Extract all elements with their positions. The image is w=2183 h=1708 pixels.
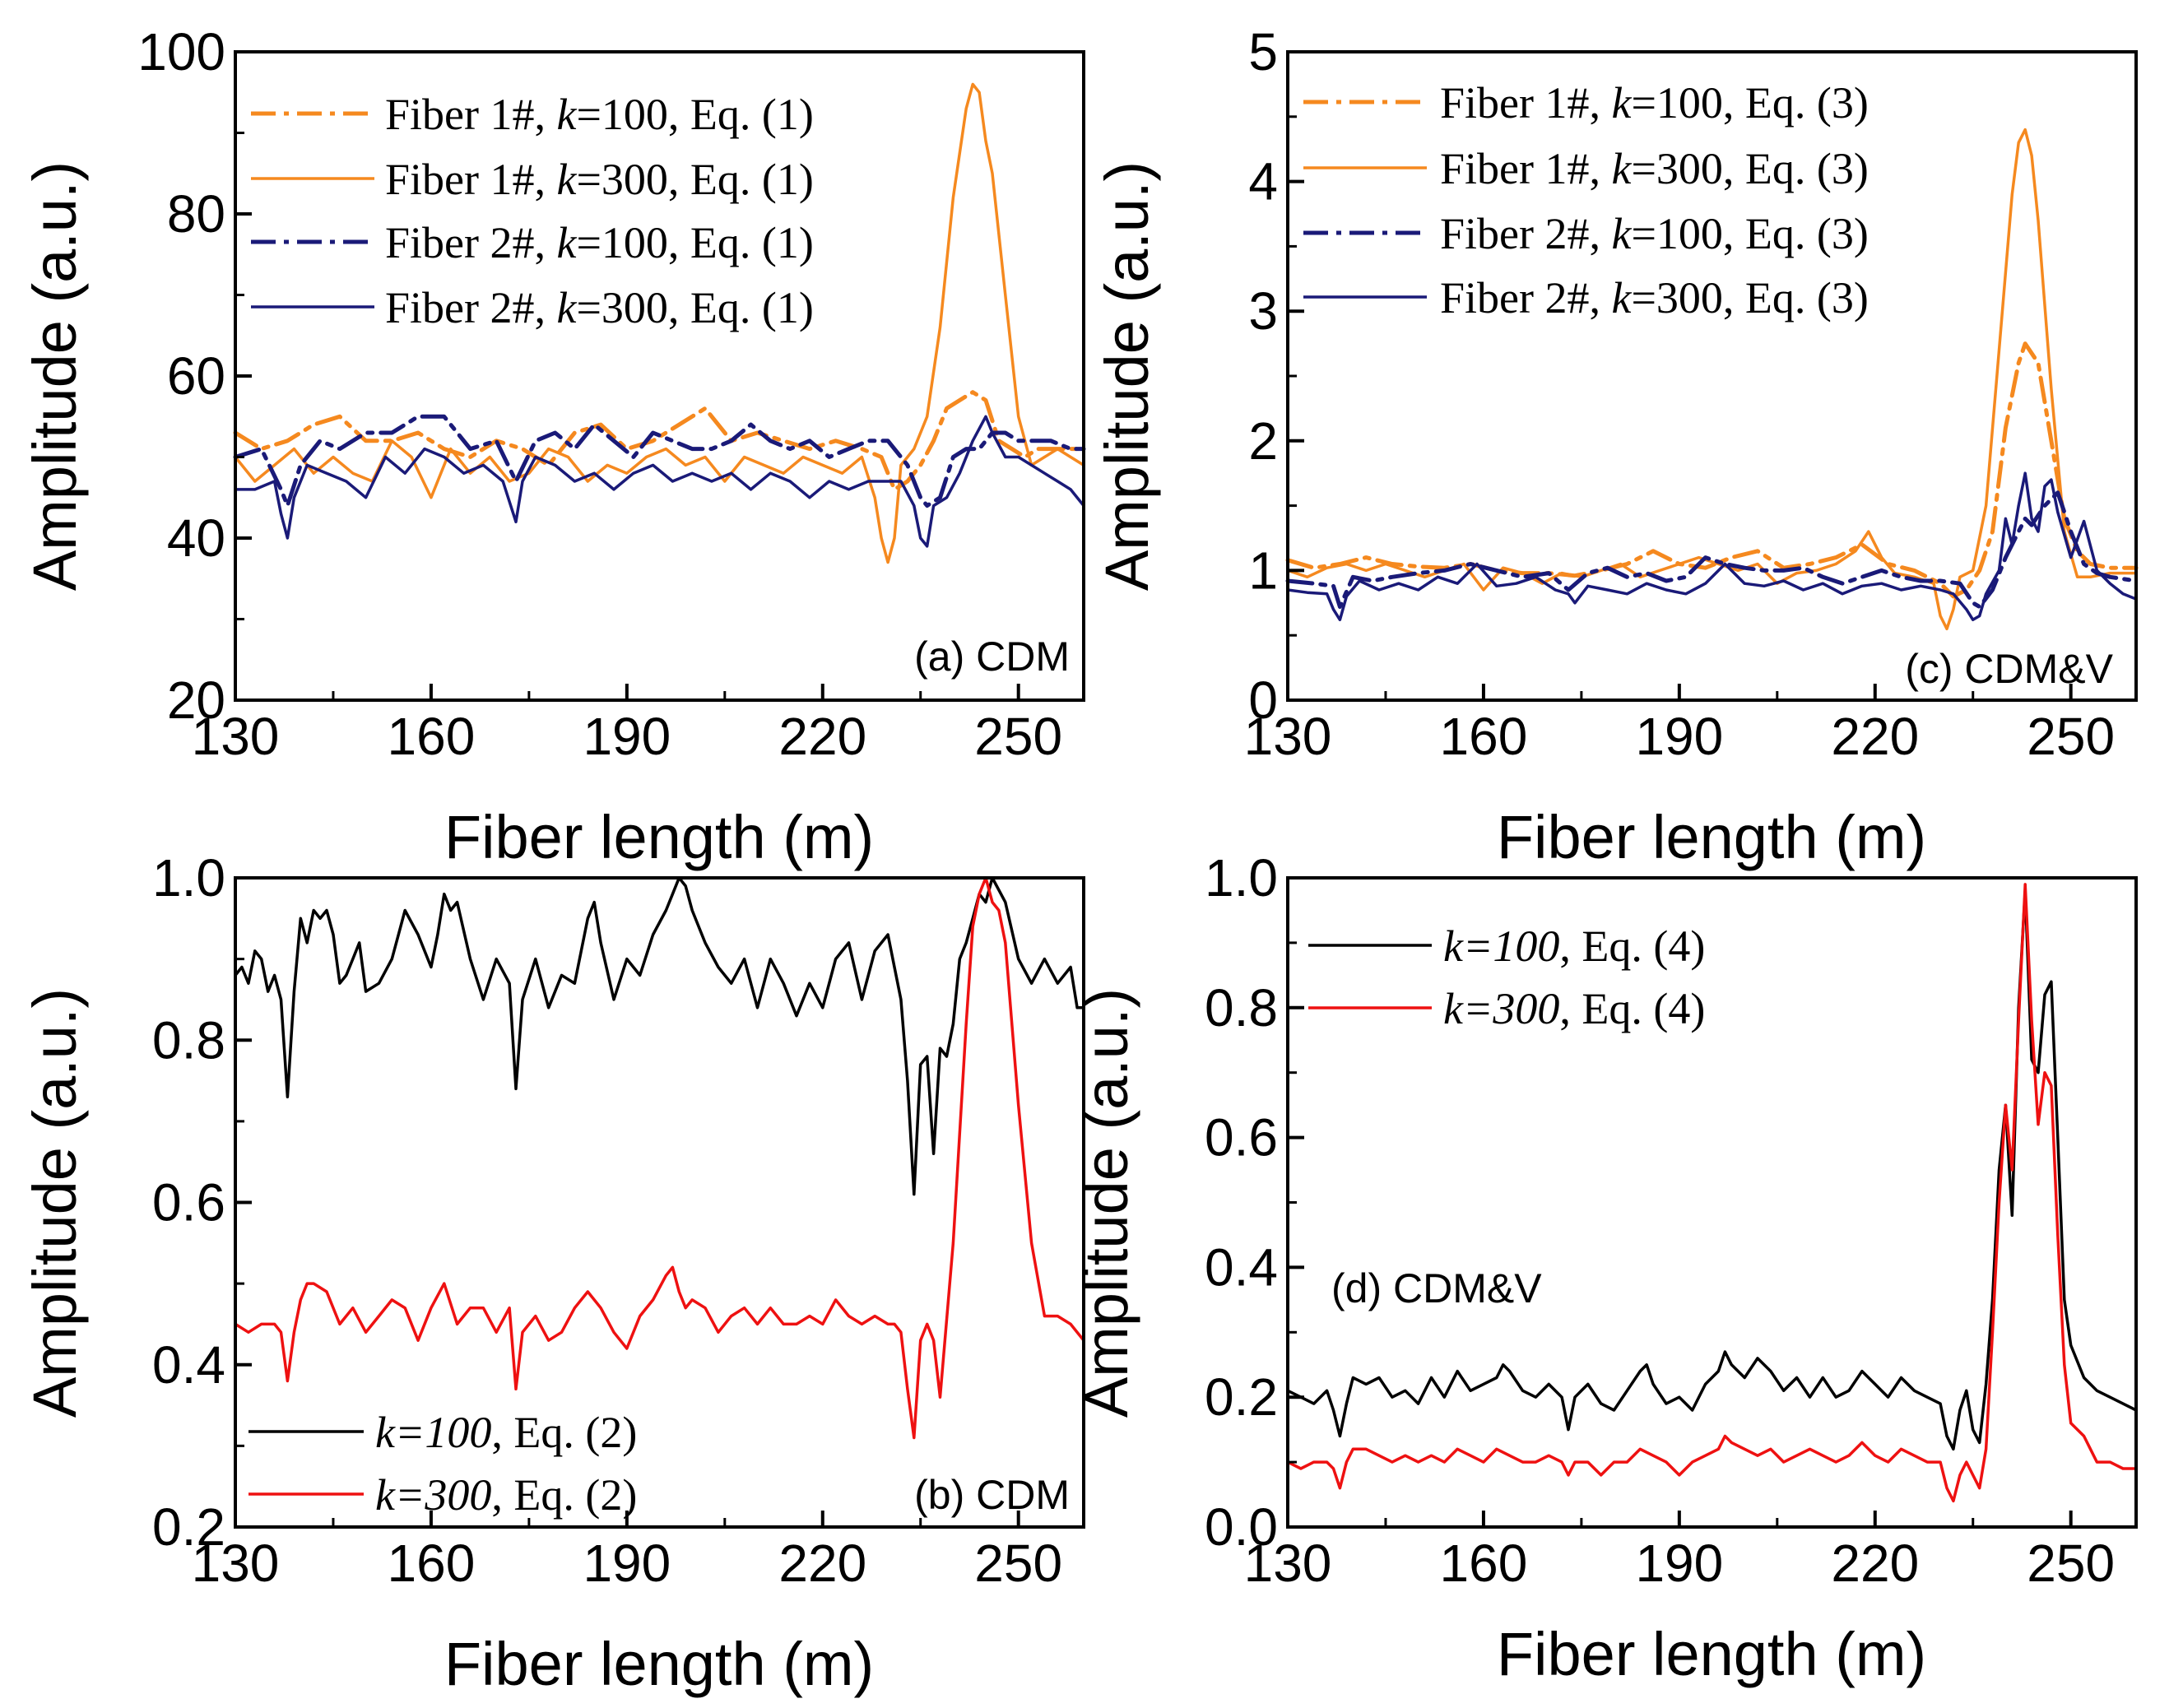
x-tick-label: 250 <box>2027 707 2115 766</box>
x-tick-label: 130 <box>1244 1534 1332 1593</box>
series-line-3 <box>233 414 1086 508</box>
panel-c: 130 160 190 220 250 0 1 2 3 4 5 Amplitude (a.u.) F… <box>1093 22 2139 871</box>
x-tick-label: 190 <box>1635 707 1723 766</box>
legend-label: Fiber 2#, k=100, Eq. (1) <box>385 218 814 267</box>
panel-b-xlabel: Fiber length (m) <box>444 1630 874 1698</box>
x-tick-label: 130 <box>1244 707 1332 766</box>
y-tick-label: 60 <box>167 346 225 406</box>
x-tick-label: 220 <box>778 1534 866 1593</box>
y-tick-label: 1.0 <box>1205 848 1278 907</box>
panel-a: 130 160 190 220 250 20 40 60 80 100 Amplitude (a.… <box>21 22 1086 871</box>
panel-a-tag: (a) CDM <box>914 634 1070 680</box>
x-tick-label: 190 <box>583 1534 671 1593</box>
x-tick-label: 190 <box>583 707 671 766</box>
legend-label: k=100, Eq. (2) <box>375 1408 637 1457</box>
y-tick-label: 0.2 <box>1205 1367 1278 1427</box>
legend-label: Fiber 1#, k=100, Eq. (3) <box>1440 78 1869 128</box>
panel-c-tag: (c) CDM&V <box>1905 646 2113 692</box>
panel-a-xlabel: Fiber length (m) <box>444 803 874 871</box>
x-tick-label: 160 <box>1440 1534 1528 1593</box>
y-tick-label: 80 <box>167 184 225 244</box>
panel-d-legend: k=100, Eq. (4) k=300, Eq. (4) <box>1308 921 1705 1033</box>
panel-c-legend: Fiber 1#, k=100, Eq. (3) Fiber 1#, k=300… <box>1303 78 1869 323</box>
panel-d-tag: (d) CDM&V <box>1331 1265 1542 1311</box>
panel-a-frame <box>234 50 1085 702</box>
y-tick-label: 0.6 <box>1205 1108 1278 1167</box>
legend-label: k=100, Eq. (4) <box>1443 921 1705 971</box>
y-tick-label: 0.4 <box>152 1335 225 1395</box>
x-tick-label: 250 <box>974 1534 1062 1593</box>
x-tick-label: 130 <box>192 707 280 766</box>
legend-label: k=300, Eq. (4) <box>1443 984 1705 1033</box>
panel-a-legend: Fiber 1#, k=100, Eq. (1) Fiber 1#, k=300… <box>251 90 814 332</box>
series-line-4 <box>234 415 1085 548</box>
panel-b-ticks: 130 160 190 220 250 0.2 0.4 0.6 0.8 1.0 <box>152 848 1062 1593</box>
x-tick-label: 220 <box>1831 1534 1919 1593</box>
series-line-1 <box>1285 341 2139 599</box>
legend-label: Fiber 1#, k=300, Eq. (1) <box>385 155 814 204</box>
series-line-1 <box>233 390 1086 492</box>
y-tick-label: 1.0 <box>152 848 225 907</box>
series-line-3 <box>1285 490 2139 609</box>
y-tick-label: 40 <box>167 508 225 568</box>
y-tick-label: 2 <box>1248 411 1278 471</box>
panel-c-series <box>1285 128 2139 631</box>
panel-c-xlabel: Fiber length (m) <box>1497 803 1926 871</box>
panel-d-ticks: 130 160 190 220 250 0.0 0.2 0.4 0.6 0.8 1.0 <box>1205 848 2115 1593</box>
panel-c-ticks: 130 160 190 220 250 0 1 2 3 4 5 <box>1244 22 2115 766</box>
panel-b-ylabel: Amplitude (a.u.) <box>21 988 89 1418</box>
y-tick-label: 0.4 <box>1205 1237 1278 1297</box>
y-tick-label: 3 <box>1248 281 1278 341</box>
y-tick-label: 0.8 <box>1205 978 1278 1037</box>
panel-c-ylabel: Amplitude (a.u.) <box>1093 161 1161 591</box>
series-line-1 <box>1286 889 2138 1451</box>
series-line-1 <box>234 876 1085 1196</box>
x-tick-label: 250 <box>974 707 1062 766</box>
y-tick-label: 0 <box>1248 671 1278 730</box>
panel-d-ylabel: Amplitude (a.u.) <box>1072 988 1140 1418</box>
series-line-4 <box>1286 471 2138 622</box>
panel-d-xlabel: Fiber length (m) <box>1497 1620 1926 1688</box>
y-tick-label: 5 <box>1248 22 1278 81</box>
panel-a-series <box>233 82 1086 564</box>
panel-b-series <box>234 876 1085 1440</box>
y-tick-label: 100 <box>137 22 225 81</box>
x-tick-label: 250 <box>2027 1534 2115 1593</box>
y-tick-label: 1 <box>1248 541 1278 600</box>
series-line-2 <box>234 82 1085 564</box>
y-tick-label: 0.6 <box>152 1173 225 1232</box>
panel-d-series <box>1286 883 2138 1503</box>
x-tick-label: 160 <box>388 707 476 766</box>
x-tick-label: 220 <box>1831 707 1919 766</box>
series-line-2 <box>1286 883 2138 1503</box>
panel-a-ylabel: Amplitude (a.u.) <box>21 161 89 591</box>
legend-label: Fiber 2#, k=300, Eq. (1) <box>385 283 814 332</box>
y-tick-label: 20 <box>167 671 225 730</box>
x-tick-label: 160 <box>1440 707 1528 766</box>
y-tick-label: 0.0 <box>1205 1497 1278 1557</box>
series-line-2 <box>234 876 1085 1440</box>
legend-label: Fiber 2#, k=300, Eq. (3) <box>1440 273 1869 323</box>
y-tick-label: 0.2 <box>152 1497 225 1557</box>
panel-d-frame <box>1286 876 2138 1529</box>
panel-d: 130 160 190 220 250 0.0 0.2 0.4 0.6 0.8 1.0 Amplit… <box>1072 848 2138 1688</box>
x-tick-label: 190 <box>1635 1534 1723 1593</box>
x-tick-label: 130 <box>192 1534 280 1593</box>
y-tick-label: 0.8 <box>152 1010 225 1070</box>
legend-label: Fiber 2#, k=100, Eq. (3) <box>1440 209 1869 258</box>
panel-a-ticks: 130 160 190 220 250 20 40 60 80 100 <box>137 22 1062 766</box>
x-tick-label: 160 <box>388 1534 476 1593</box>
legend-label: Fiber 1#, k=300, Eq. (3) <box>1440 144 1869 193</box>
y-tick-label: 4 <box>1248 152 1278 211</box>
x-tick-label: 220 <box>778 707 866 766</box>
panel-b: 130 160 190 220 250 0.2 0.4 0.6 0.8 1.0 Amplitude… <box>21 848 1085 1698</box>
panel-b-legend: k=100, Eq. (2) k=300, Eq. (2) <box>248 1408 637 1520</box>
legend-label: k=300, Eq. (2) <box>375 1470 637 1520</box>
panel-b-tag: (b) CDM <box>914 1472 1070 1518</box>
legend-label: Fiber 1#, k=100, Eq. (1) <box>385 90 814 139</box>
